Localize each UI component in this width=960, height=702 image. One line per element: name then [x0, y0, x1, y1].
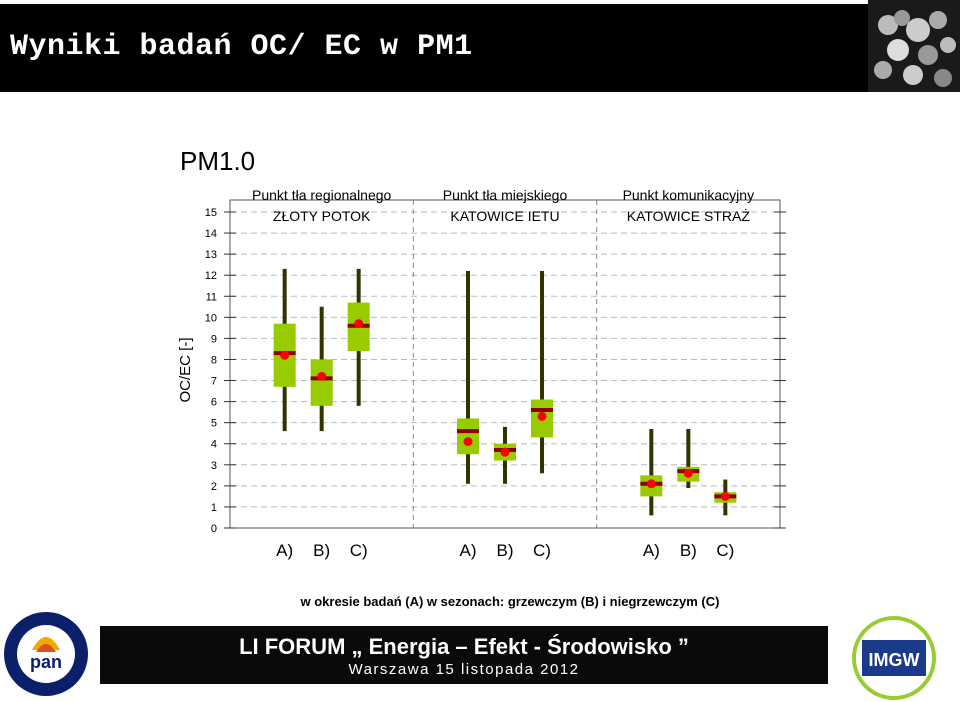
y-tick-label: 7 [211, 376, 217, 388]
logo-right-text: IMGW [869, 650, 920, 670]
y-tick-label: 1 [211, 502, 217, 514]
title-bar: Wyniki badań OC/ EC w PM1 [0, 4, 868, 92]
slide-title: Wyniki badań OC/ EC w PM1 [10, 30, 473, 64]
group-label-line2: ZŁOTY POTOK [273, 208, 371, 224]
mean-point [683, 468, 693, 478]
y-tick-label: 13 [205, 249, 217, 261]
x-tick-label: C) [533, 541, 551, 560]
microscope-image [868, 0, 960, 92]
plot-frame [229, 199, 781, 529]
y-tick-label: 10 [205, 312, 217, 324]
mean-point [463, 437, 473, 447]
mean-point [280, 350, 290, 360]
y-tick-label: 3 [211, 460, 217, 472]
logo-left-center-text: pan [30, 652, 62, 672]
x-tick-label: C) [716, 541, 734, 560]
footer-bar: LI FORUM „ Energia – Efekt - Środowisko … [100, 626, 828, 684]
y-tick-label: 8 [211, 354, 217, 366]
mean-point [500, 447, 510, 457]
mean-point [646, 479, 656, 489]
y-tick-label: 4 [211, 439, 217, 451]
y-tick-label: 6 [211, 397, 217, 409]
footer-event-title: LI FORUM „ Energia – Efekt - Środowisko … [239, 634, 689, 659]
ipis-pan-logo: pan [4, 612, 88, 696]
x-tick-label: B) [680, 541, 697, 560]
box [457, 418, 479, 455]
x-tick-label: B) [313, 541, 330, 560]
x-tick-label: A) [643, 541, 660, 560]
x-tick-label: C) [350, 541, 368, 560]
y-tick-label: 5 [211, 418, 217, 430]
group-label-line1: Punkt tła regionalnego [252, 187, 392, 203]
box [310, 359, 333, 406]
mean-point [354, 319, 364, 329]
chart-title: PM1.0 [180, 146, 255, 176]
y-tick-label: 12 [205, 270, 217, 282]
y-tick-label: 11 [206, 291, 217, 303]
footer-event-date: Warszawa 15 listopada 2012 [348, 661, 580, 678]
y-tick-label: 14 [205, 228, 217, 240]
y-tick-label: 9 [211, 333, 217, 345]
mean-point [537, 411, 547, 421]
x-tick-label: A) [276, 541, 293, 560]
group-label-line1: Punkt tła miejskiego [443, 187, 568, 203]
group-labels: Punkt tła regionalnego ZŁOTY POTOK Punkt t… [252, 187, 754, 224]
boxes [273, 268, 737, 516]
imgw-logo: IMGW [852, 616, 936, 700]
x-tick-label: A) [460, 541, 477, 560]
group-label-line2: KATOWICE STRAŻ [627, 207, 751, 224]
y-tick-label: 0 [211, 523, 217, 535]
y-axis-label: OC/EC [-] [177, 337, 194, 402]
x-tick-label: B) [497, 541, 514, 560]
mean-point [317, 371, 327, 381]
y-tick-label: 15 [205, 207, 217, 219]
group-label-line2: KATOWICE IETU [450, 208, 559, 224]
y-tick-label: 2 [211, 481, 217, 493]
chart-caption: w okresie badań (A) w sezonach: grzewczy… [300, 594, 720, 609]
mean-point [720, 491, 730, 501]
x-tick-labels: A) B) C) A) B) C) A) B) C) [276, 541, 734, 560]
group-label-line1: Punkt komunikacyjny [623, 187, 755, 203]
